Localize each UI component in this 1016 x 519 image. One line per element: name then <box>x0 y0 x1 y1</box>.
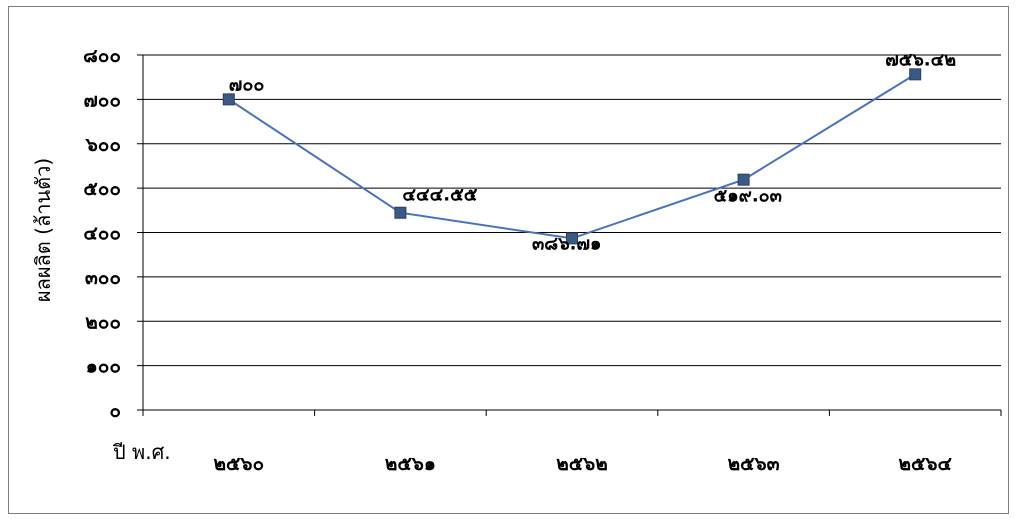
x-tick-label: ๒๕๖๐ <box>214 453 265 475</box>
y-tick-label: ๗๐๐ <box>84 89 121 111</box>
gridlines <box>143 54 1001 367</box>
y-tick-label: ๓๐๐ <box>85 267 121 289</box>
y-tick-label: ๘๐๐ <box>83 45 121 67</box>
y-tick-label: ๔๐๐ <box>83 223 121 245</box>
x-tick-label: ๒๕๖๔ <box>899 453 952 475</box>
axes <box>137 54 1002 416</box>
y-tick-label: ๖๐๐ <box>85 134 121 156</box>
data-label: ๔๔๔.๕๕ <box>402 185 477 206</box>
y-tick-labels: ๐ ๑๐๐ ๒๐๐ ๓๐๐ ๔๐๐ ๕๐๐ ๖๐๐ ๗๐๐ ๘๐๐ <box>83 45 121 422</box>
chart-frame <box>8 6 1009 514</box>
data-label: ๗๕๖.๔๒ <box>885 49 956 70</box>
y-tick-label: ๕๐๐ <box>83 178 121 200</box>
x-axis-title: ปี พ.ศ. <box>113 440 171 464</box>
data-point <box>737 173 750 186</box>
series <box>222 68 922 245</box>
data-point <box>909 68 922 81</box>
data-point <box>394 206 407 219</box>
data-point <box>222 93 235 106</box>
y-tick-label: ๐ <box>109 400 121 422</box>
y-tick-label: ๒๐๐ <box>85 311 121 333</box>
data-label: ๕๑๙.๐๓ <box>714 186 782 207</box>
x-tick-label: ๒๕๖๑ <box>385 453 436 475</box>
y-axis-title: ผลผลิต (ล้านตัว) <box>31 158 55 302</box>
data-point <box>566 232 578 245</box>
x-tick-label: ๒๕๖๓ <box>728 453 780 475</box>
data-label: ๓๘๖.๗๑ <box>532 233 601 254</box>
x-tick-labels: ๒๕๖๐ ๒๕๖๑ ๒๕๖๒ ๒๕๖๓ ๒๕๖๔ <box>214 453 952 475</box>
x-tick-label: ๒๕๖๒ <box>556 453 608 475</box>
y-tick-label: ๑๐๐ <box>86 356 121 378</box>
data-label: ๗๐๐ <box>229 74 265 95</box>
